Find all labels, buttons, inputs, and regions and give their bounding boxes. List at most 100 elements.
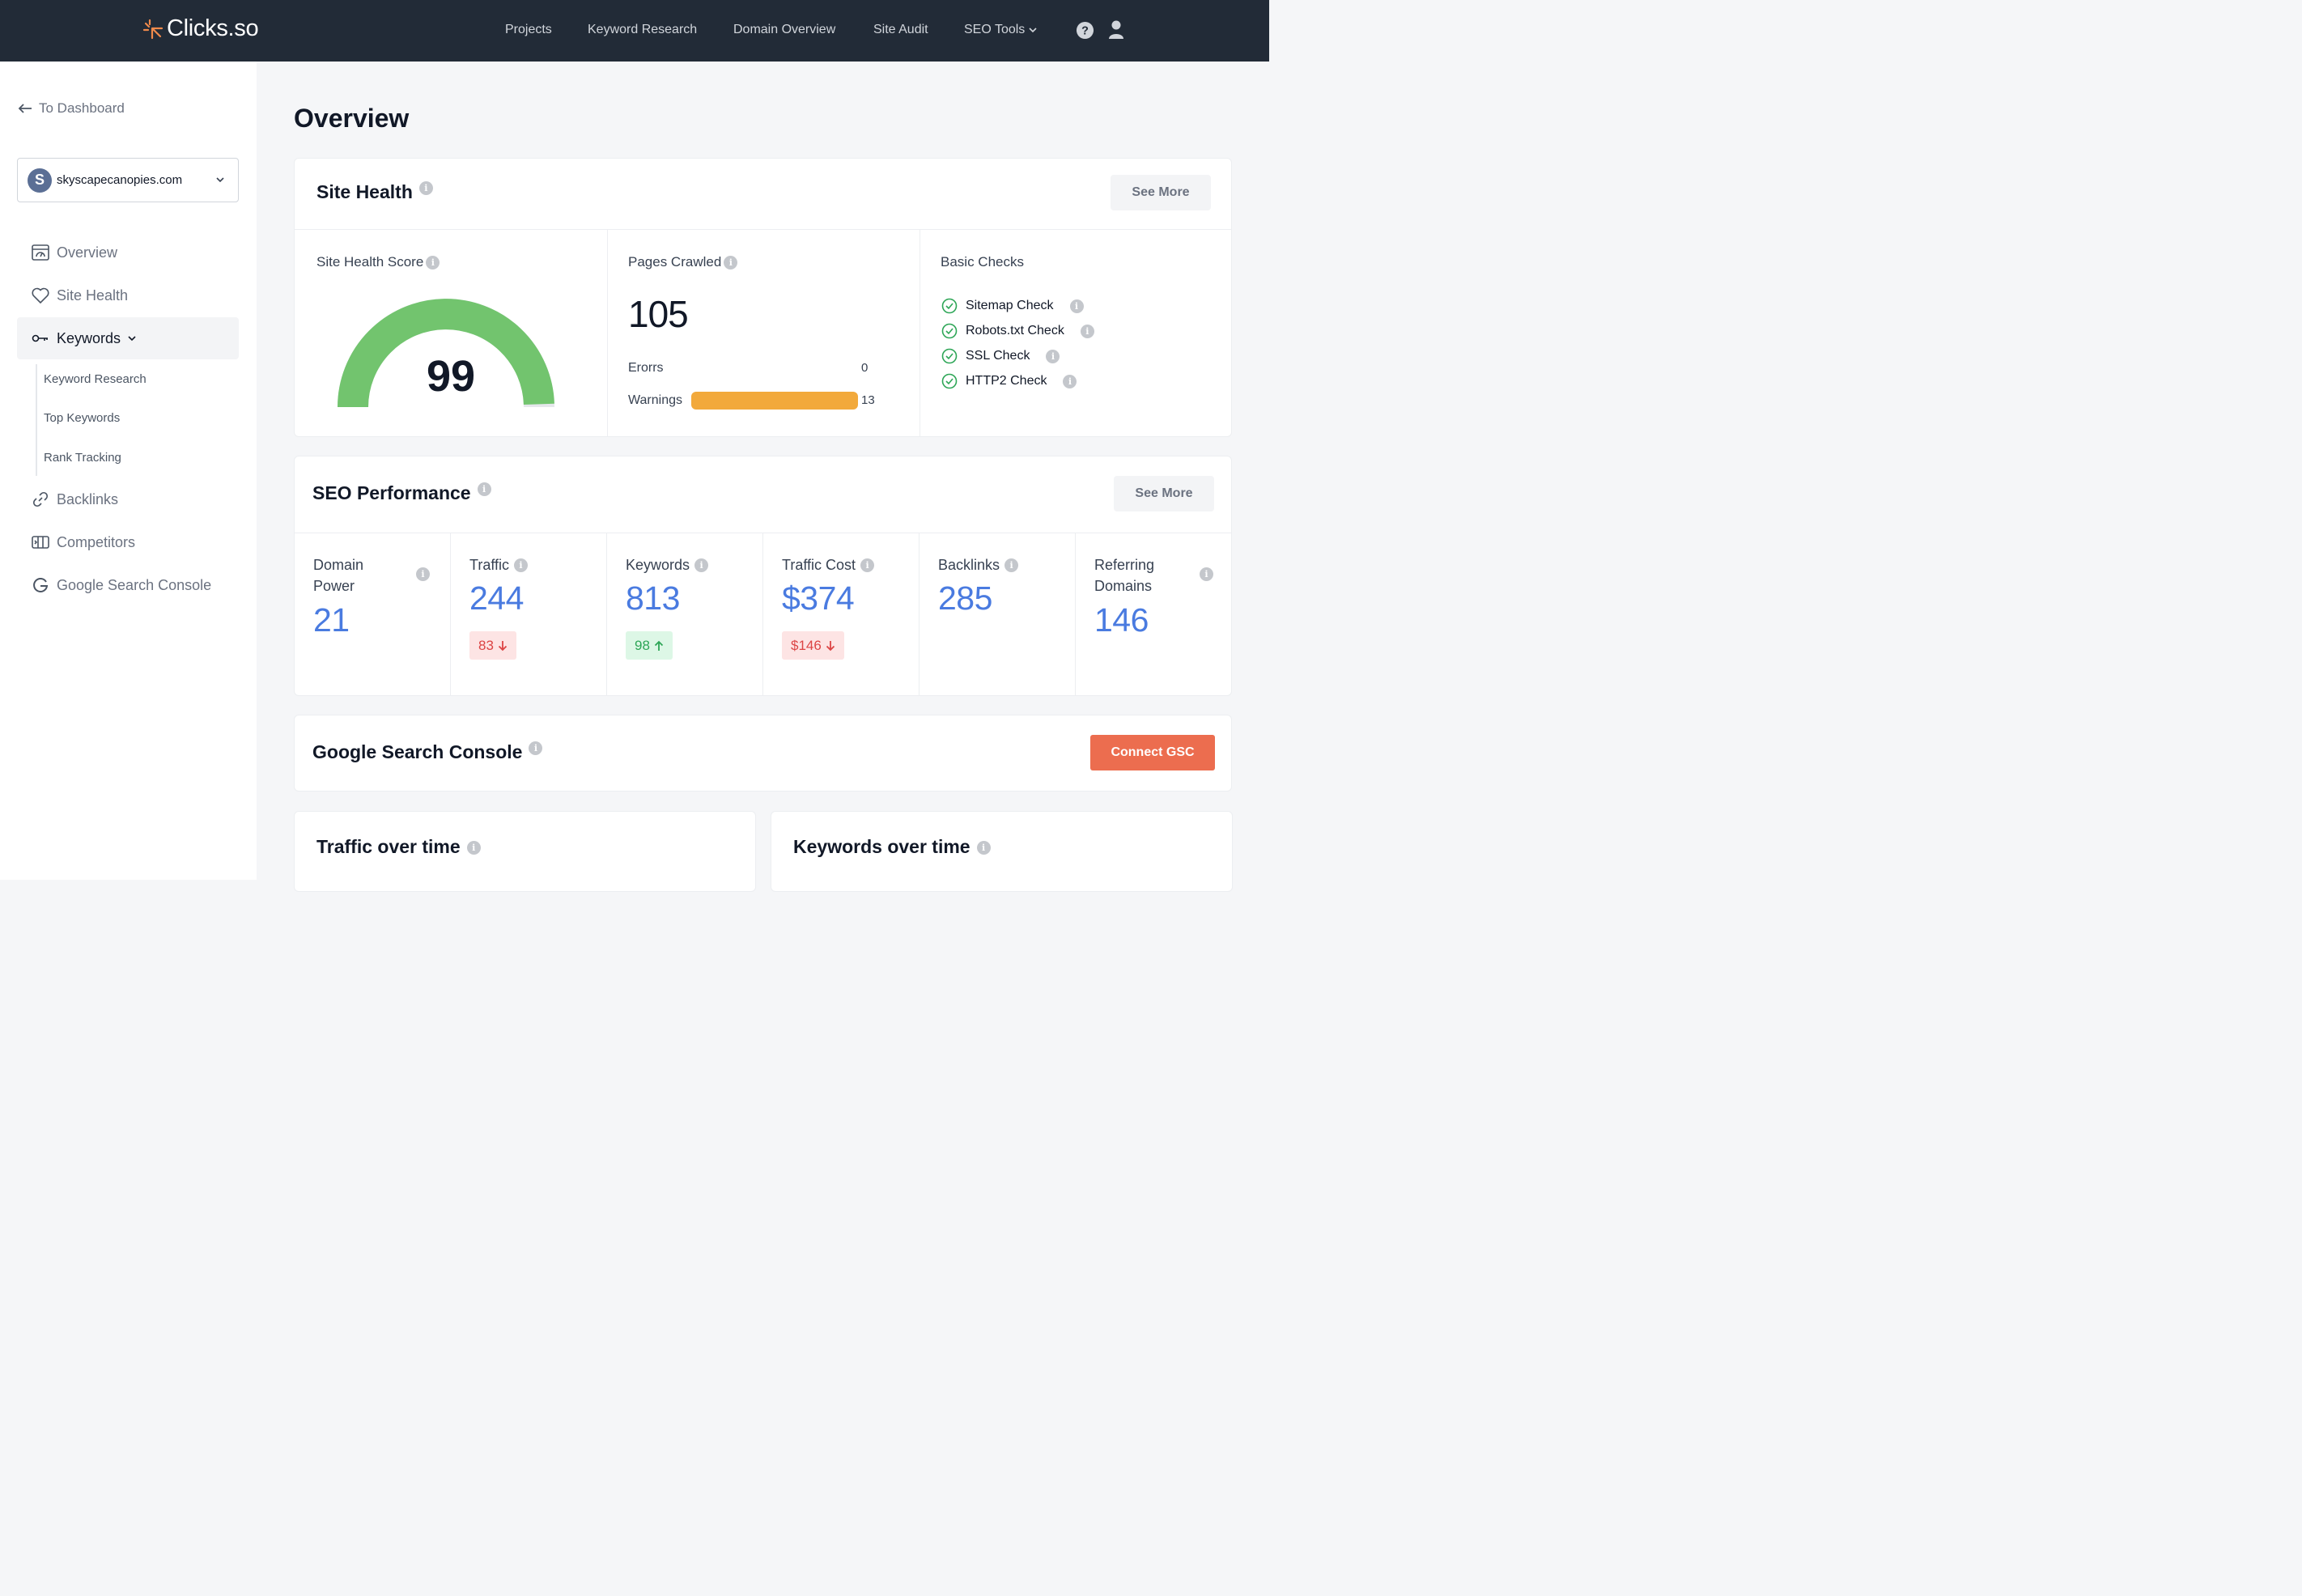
see-more-button[interactable]: See More <box>1111 175 1211 210</box>
info-icon[interactable]: i <box>529 741 543 755</box>
card-title-text: SEO Performance <box>312 482 471 503</box>
arrow-up-icon <box>654 640 664 651</box>
sidebar-item-label: Competitors <box>57 533 136 550</box>
arrow-left-icon <box>18 104 32 113</box>
brand-name: Clicks.so <box>167 15 259 41</box>
nav-site-audit[interactable]: Site Audit <box>873 23 928 36</box>
nav-domain-overview[interactable]: Domain Overview <box>733 23 836 36</box>
sidebar-item-backlinks[interactable]: Backlinks <box>31 490 118 509</box>
info-icon[interactable]: i <box>1200 567 1213 581</box>
label-text: Pages Crawled <box>628 254 722 270</box>
info-icon[interactable]: i <box>1004 558 1019 572</box>
sidebar-item-label: Overview <box>57 244 118 261</box>
card-title-text: Site Health <box>316 181 413 202</box>
info-icon[interactable]: i <box>976 841 991 855</box>
sidebar-subitem-rank-tracking[interactable]: Rank Tracking <box>44 451 121 465</box>
metric-value: 285 <box>938 579 992 617</box>
nav-seo-tools-label: SEO Tools <box>964 23 1026 36</box>
sidebar-subitem-keyword-research[interactable]: Keyword Research <box>44 372 147 386</box>
info-icon[interactable]: i <box>694 558 709 572</box>
nav-seo-tools[interactable]: SEO Tools <box>964 23 1038 37</box>
site-avatar: S <box>28 168 52 193</box>
metric-label-row: Traffic i <box>469 554 529 575</box>
metric-label: Referring Domains <box>1094 557 1155 594</box>
info-icon[interactable]: i <box>477 482 491 496</box>
clicks-logo[interactable]: Clicks.so <box>142 15 259 42</box>
info-icon[interactable]: i <box>426 255 440 270</box>
svg-text:?: ? <box>1081 24 1089 37</box>
sidebar: To Dashboard S skyscapecanopies.com Over… <box>0 62 257 880</box>
metric-label-row: Keywords i <box>626 554 709 575</box>
check-circle-icon <box>941 323 958 339</box>
info-icon[interactable]: i <box>1063 374 1077 388</box>
sidebar-item-site-health[interactable]: Site Health <box>31 286 128 305</box>
top-navigation-bar: Clicks.so Projects Keyword Research Doma… <box>0 0 1269 62</box>
errors-label: Erorrs <box>628 361 664 375</box>
seo-performance-title: SEO Performance i <box>312 482 491 504</box>
google-search-console-card: Google Search Console i Connect GSC <box>294 715 1232 792</box>
nav-keyword-research[interactable]: Keyword Research <box>588 23 698 36</box>
metric-label: Keywords <box>626 557 690 573</box>
traffic-over-time-title: Traffic over time i <box>316 836 481 858</box>
check-label: SSL Check <box>966 349 1030 363</box>
metric-value: 244 <box>469 579 524 617</box>
page-title: Overview <box>294 104 410 133</box>
info-icon[interactable]: i <box>1080 324 1094 338</box>
info-icon[interactable]: i <box>724 255 738 270</box>
health-score-value: 99 <box>426 352 476 401</box>
sidebar-subitem-top-keywords[interactable]: Top Keywords <box>44 411 121 425</box>
info-icon[interactable]: i <box>416 567 430 581</box>
check-item: SSL Check i <box>941 348 1060 364</box>
chevron-down-icon <box>128 336 136 342</box>
connect-gsc-button[interactable]: Connect GSC <box>1090 735 1215 770</box>
sidebar-item-label: Site Health <box>57 287 129 303</box>
sidebar-item-keywords[interactable]: Keywords <box>31 329 137 348</box>
metric-traffic: Traffic i 244 83 <box>451 533 607 696</box>
heart-icon <box>32 287 49 304</box>
check-circle-icon <box>941 298 958 314</box>
cursor-click-icon <box>142 19 164 39</box>
metric-label: Traffic <box>469 557 510 573</box>
metric-referring-domains: Referring Domains i 146 <box>1076 533 1232 696</box>
site-health-title: Site Health i <box>316 181 433 203</box>
info-icon[interactable]: i <box>514 558 529 572</box>
key-icon <box>32 334 48 342</box>
warnings-label: Warnings <box>628 393 682 407</box>
pages-crawled-label: Pages Crawled i <box>628 254 738 270</box>
change-value: 83 <box>478 637 494 653</box>
site-name: skyscapecanopies.com <box>57 173 183 187</box>
chevron-down-icon <box>216 177 224 183</box>
sidebar-item-overview[interactable]: Overview <box>31 243 117 262</box>
sidebar-item-label: Keywords <box>57 329 121 346</box>
info-icon[interactable]: i <box>860 558 875 572</box>
keywords-over-time-title: Keywords over time i <box>793 836 991 858</box>
info-icon[interactable]: i <box>466 841 481 855</box>
sidebar-item-google-search-console[interactable]: Google Search Console <box>31 575 211 595</box>
warnings-bar <box>691 392 858 410</box>
info-icon[interactable]: i <box>1069 299 1084 313</box>
keywords-over-time-card: Keywords over time i <box>771 811 1233 892</box>
help-icon[interactable]: ? <box>1076 21 1094 40</box>
metric-keywords: Keywords i 813 98 <box>607 533 763 696</box>
competitors-icon <box>32 536 49 549</box>
metric-value: $374 <box>782 579 855 617</box>
sidebar-item-competitors[interactable]: Competitors <box>31 533 135 552</box>
metric-backlinks: Backlinks i 285 <box>920 533 1076 696</box>
google-icon <box>33 578 49 592</box>
metric-value: 21 <box>313 601 350 639</box>
change-value: $146 <box>791 637 822 653</box>
traffic-over-time-card: Traffic over time i <box>294 811 756 892</box>
nav-projects[interactable]: Projects <box>505 23 552 36</box>
user-account-icon[interactable] <box>1108 20 1124 40</box>
metric-value: 146 <box>1094 601 1149 639</box>
back-to-dashboard-link[interactable]: To Dashboard <box>18 100 125 117</box>
see-more-button[interactable]: See More <box>1114 476 1214 511</box>
info-icon[interactable]: i <box>1046 349 1060 363</box>
label-text: Site Health Score <box>316 254 424 270</box>
check-circle-icon <box>941 373 958 389</box>
check-item: Sitemap Check i <box>941 298 1084 314</box>
info-icon[interactable]: i <box>418 181 433 195</box>
site-selector-dropdown[interactable]: S skyscapecanopies.com <box>17 158 239 202</box>
card-title-text: Traffic over time <box>316 836 461 857</box>
check-label: HTTP2 Check <box>966 374 1047 388</box>
